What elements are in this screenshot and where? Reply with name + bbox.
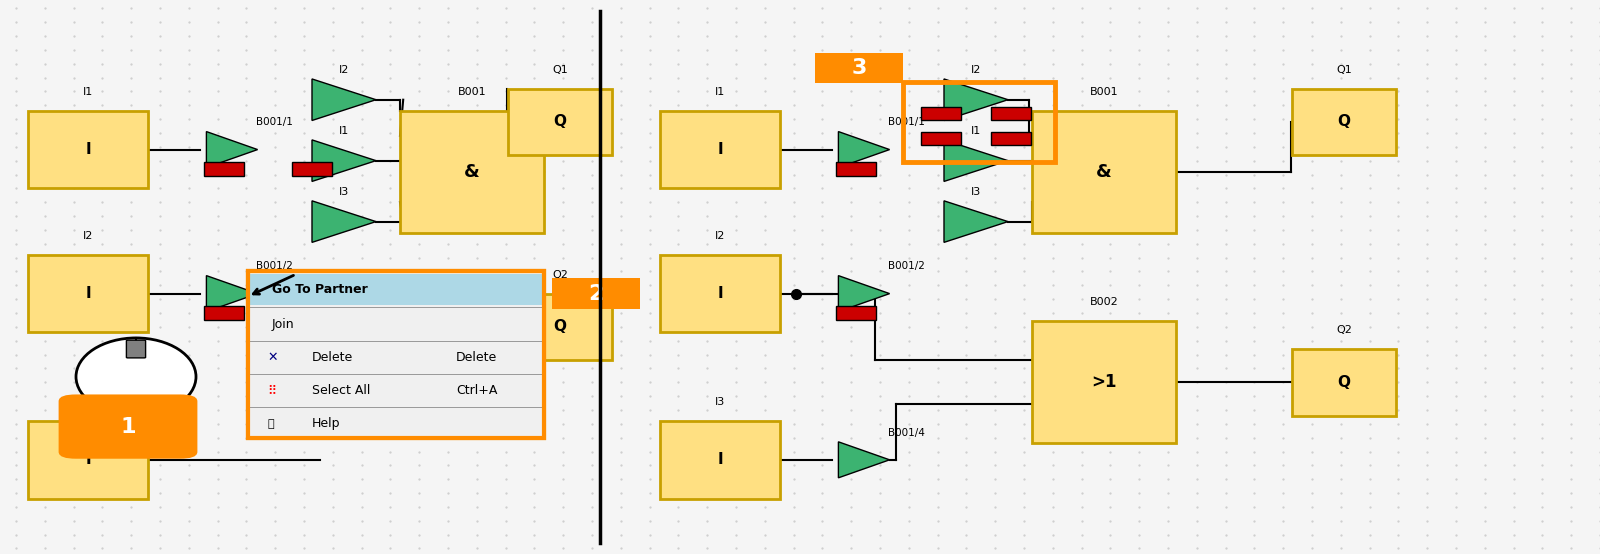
Text: I1: I1 xyxy=(715,87,725,97)
FancyBboxPatch shape xyxy=(29,421,147,499)
FancyBboxPatch shape xyxy=(203,162,243,176)
FancyBboxPatch shape xyxy=(552,279,640,309)
Text: Join: Join xyxy=(272,317,294,331)
Polygon shape xyxy=(838,442,890,478)
Text: I: I xyxy=(85,286,91,301)
Polygon shape xyxy=(312,79,376,121)
FancyBboxPatch shape xyxy=(922,106,960,121)
FancyBboxPatch shape xyxy=(837,162,877,176)
Polygon shape xyxy=(838,132,890,167)
Text: I3: I3 xyxy=(339,187,349,197)
Text: B001: B001 xyxy=(458,87,486,97)
Ellipse shape xyxy=(77,338,195,416)
Text: B001/2: B001/2 xyxy=(888,261,925,271)
FancyBboxPatch shape xyxy=(248,305,544,438)
Text: &: & xyxy=(464,163,480,181)
FancyBboxPatch shape xyxy=(509,89,611,155)
FancyBboxPatch shape xyxy=(661,255,781,332)
Text: 2: 2 xyxy=(589,284,603,304)
Polygon shape xyxy=(944,201,1008,243)
FancyBboxPatch shape xyxy=(29,111,147,188)
Text: Q1: Q1 xyxy=(1336,65,1352,75)
FancyBboxPatch shape xyxy=(509,294,611,360)
FancyBboxPatch shape xyxy=(837,306,877,320)
Text: 📋: 📋 xyxy=(267,419,274,429)
FancyBboxPatch shape xyxy=(203,306,243,320)
Polygon shape xyxy=(838,276,890,311)
Text: B001/2: B001/2 xyxy=(256,261,293,271)
Polygon shape xyxy=(206,276,258,311)
FancyBboxPatch shape xyxy=(61,396,195,458)
Text: I1: I1 xyxy=(971,126,981,136)
Text: I2: I2 xyxy=(715,231,725,241)
Text: B001/4: B001/4 xyxy=(888,428,925,438)
FancyBboxPatch shape xyxy=(1293,89,1395,155)
Polygon shape xyxy=(944,140,1008,182)
Text: Ctrl+A: Ctrl+A xyxy=(456,384,498,397)
Text: B001: B001 xyxy=(1090,87,1118,97)
Text: I3: I3 xyxy=(715,397,725,407)
Text: I: I xyxy=(85,452,91,468)
Text: Delete: Delete xyxy=(456,351,498,364)
Text: B001/1: B001/1 xyxy=(256,117,293,127)
Text: I2: I2 xyxy=(83,231,93,241)
Text: I1: I1 xyxy=(83,87,93,97)
Text: 3: 3 xyxy=(851,58,867,78)
Polygon shape xyxy=(312,140,376,182)
Text: I: I xyxy=(85,142,91,157)
Polygon shape xyxy=(312,201,376,243)
FancyBboxPatch shape xyxy=(400,111,544,233)
Text: I2: I2 xyxy=(971,65,981,75)
FancyBboxPatch shape xyxy=(1032,111,1176,233)
Text: I3: I3 xyxy=(83,397,93,407)
Text: &: & xyxy=(1096,163,1112,181)
FancyBboxPatch shape xyxy=(291,162,333,176)
Text: I2: I2 xyxy=(339,65,349,75)
FancyBboxPatch shape xyxy=(661,421,781,499)
Text: I3: I3 xyxy=(971,187,981,197)
Text: >1: >1 xyxy=(1091,373,1117,391)
Text: I: I xyxy=(717,142,723,157)
FancyBboxPatch shape xyxy=(248,274,544,305)
Text: Q2: Q2 xyxy=(1336,325,1352,335)
Text: I1: I1 xyxy=(339,126,349,136)
FancyBboxPatch shape xyxy=(661,111,781,188)
Text: Delete: Delete xyxy=(312,351,354,364)
Text: I: I xyxy=(717,286,723,301)
FancyBboxPatch shape xyxy=(29,255,147,332)
Text: I: I xyxy=(717,452,723,468)
Text: Select All: Select All xyxy=(312,384,370,397)
FancyBboxPatch shape xyxy=(1032,321,1176,443)
FancyBboxPatch shape xyxy=(922,131,960,145)
Text: Q: Q xyxy=(1338,375,1350,390)
Text: B001/1: B001/1 xyxy=(888,117,925,127)
Text: Help: Help xyxy=(312,417,341,430)
Text: Go To Partner: Go To Partner xyxy=(272,283,368,296)
FancyBboxPatch shape xyxy=(992,131,1032,145)
Text: Q1: Q1 xyxy=(552,65,568,75)
Text: ⠿: ⠿ xyxy=(267,384,277,397)
FancyBboxPatch shape xyxy=(126,340,146,358)
Text: Q: Q xyxy=(554,319,566,335)
FancyBboxPatch shape xyxy=(1293,349,1395,416)
Text: B002: B002 xyxy=(1090,297,1118,307)
Text: Q: Q xyxy=(1338,114,1350,130)
Text: 1: 1 xyxy=(120,417,136,437)
Text: ✕: ✕ xyxy=(267,351,278,364)
Text: Q2: Q2 xyxy=(552,270,568,280)
FancyBboxPatch shape xyxy=(992,106,1032,121)
FancyBboxPatch shape xyxy=(816,53,904,83)
Polygon shape xyxy=(944,79,1008,121)
Polygon shape xyxy=(206,132,258,167)
Text: Q: Q xyxy=(554,114,566,130)
